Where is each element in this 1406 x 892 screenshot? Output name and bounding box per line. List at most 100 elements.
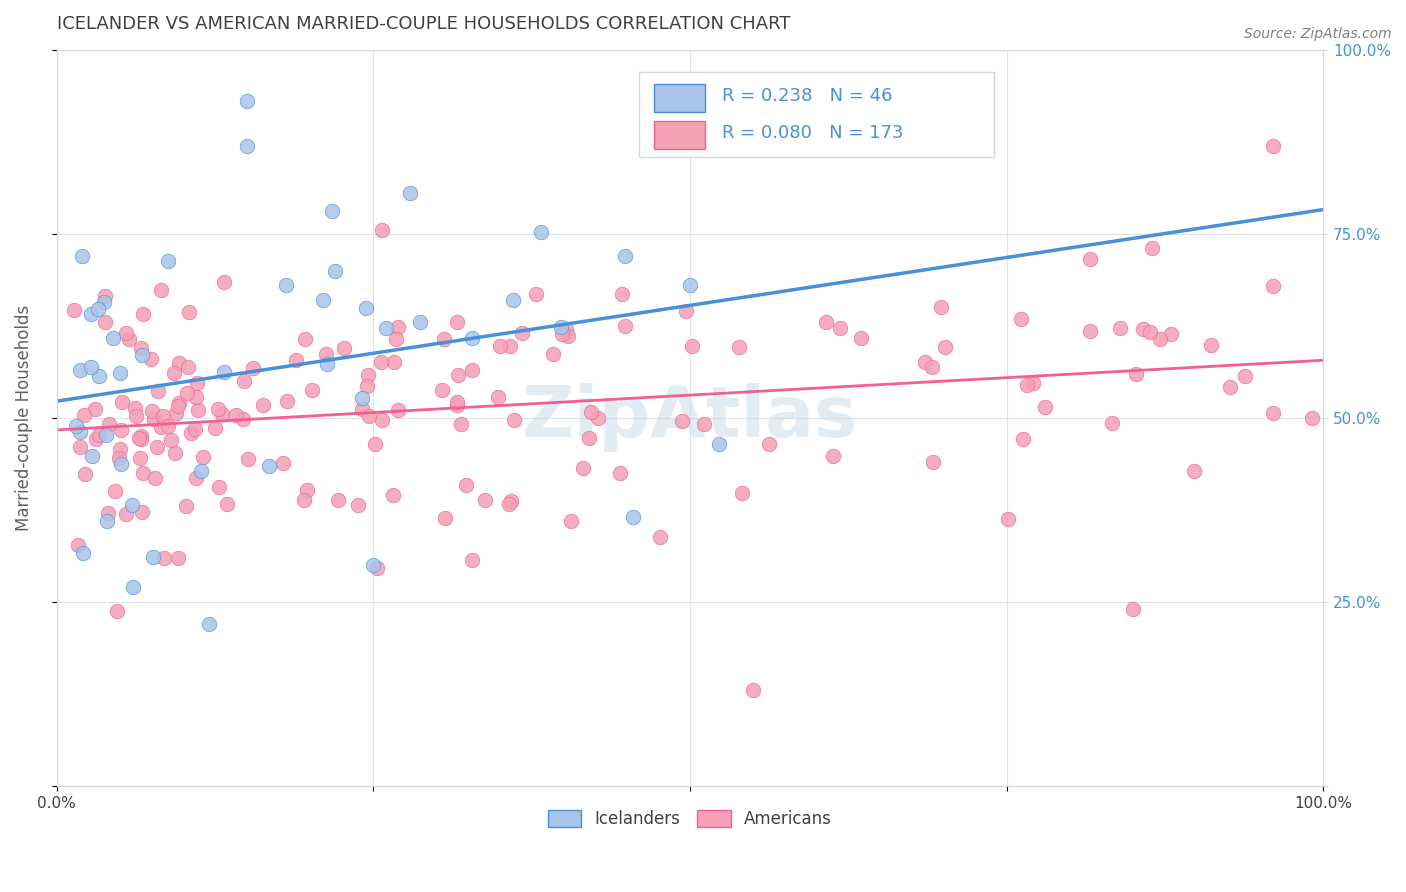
Text: R = 0.080   N = 173: R = 0.080 N = 173 (721, 124, 903, 142)
Point (235, 138, 257, 153)
Point (110, 457, 132, 471)
Point (165, 445, 187, 459)
Point (86, 432, 108, 446)
Point (118, 332, 141, 346)
Point (110, 442, 132, 456)
Text: R = 0.238   N = 46: R = 0.238 N = 46 (721, 87, 893, 105)
Point (129, 342, 152, 356)
Point (63, 302, 86, 317)
Point (621, 510, 644, 524)
Point (727, 341, 749, 355)
Point (387, 403, 409, 417)
Point (447, 368, 470, 382)
Point (352, 402, 374, 417)
Point (87, 369, 110, 384)
Point (1201, 338, 1223, 352)
Point (1234, 369, 1257, 384)
Point (541, 346, 564, 360)
Point (208, 480, 231, 494)
Point (489, 339, 512, 353)
Point (72, 546, 94, 560)
Point (1012, 432, 1035, 446)
Point (235, 95, 257, 109)
Point (586, 410, 609, 425)
Point (187, 403, 209, 417)
Legend: Icelanders, Americans: Icelanders, Americans (540, 802, 841, 837)
Point (108, 366, 131, 380)
Point (498, 497, 520, 511)
Point (555, 322, 578, 336)
Point (87, 428, 110, 442)
Point (141, 404, 163, 418)
Point (169, 396, 191, 410)
Point (758, 437, 780, 451)
Point (142, 549, 165, 564)
Point (433, 510, 456, 524)
Point (461, 553, 484, 567)
Point (84, 402, 107, 417)
Point (693, 417, 716, 431)
Point (613, 318, 636, 333)
Point (446, 394, 468, 409)
Point (1125, 367, 1147, 381)
Point (1122, 602, 1144, 616)
Point (650, 530, 672, 544)
Point (105, 603, 128, 617)
Point (186, 376, 208, 391)
Point (79, 307, 101, 321)
Point (111, 395, 134, 409)
Point (352, 391, 374, 405)
Point (524, 287, 547, 301)
Point (1261, 406, 1284, 420)
Point (233, 374, 256, 388)
Point (163, 366, 186, 380)
Point (159, 433, 181, 447)
Point (346, 498, 368, 512)
Point (357, 409, 380, 423)
Point (80, 359, 103, 374)
Point (143, 471, 166, 485)
FancyBboxPatch shape (654, 121, 706, 149)
Point (125, 409, 148, 424)
Point (285, 353, 308, 368)
Point (316, 358, 339, 372)
Point (356, 379, 378, 393)
Text: ICELANDER VS AMERICAN MARRIED-COUPLE HOUSEHOLDS CORRELATION CHART: ICELANDER VS AMERICAN MARRIED-COUPLE HOU… (56, 15, 790, 33)
Point (1078, 324, 1101, 338)
Point (430, 383, 453, 397)
Point (204, 421, 226, 435)
Point (364, 436, 387, 450)
Point (1160, 326, 1182, 341)
Point (131, 307, 153, 321)
Point (184, 422, 207, 436)
Point (177, 359, 200, 374)
Point (679, 278, 702, 293)
Point (323, 263, 346, 277)
Point (124, 401, 146, 415)
Point (460, 331, 482, 345)
Point (65, 419, 87, 434)
Point (385, 332, 408, 346)
Point (529, 225, 551, 239)
Point (384, 355, 406, 369)
Point (370, 355, 392, 369)
Point (550, 327, 572, 342)
Point (242, 360, 264, 375)
FancyBboxPatch shape (654, 85, 706, 112)
Point (115, 326, 138, 341)
Point (486, 390, 509, 404)
Point (96, 428, 118, 442)
Point (87, 301, 110, 316)
Point (149, 419, 172, 434)
Point (387, 320, 409, 334)
Point (128, 450, 150, 465)
Point (80, 449, 103, 463)
Point (212, 365, 235, 379)
Point (681, 338, 703, 352)
Point (94, 315, 117, 329)
Point (503, 413, 526, 427)
Y-axis label: Married-couple Households: Married-couple Households (15, 305, 32, 531)
Point (614, 249, 637, 263)
Point (361, 558, 384, 572)
Point (157, 419, 180, 434)
